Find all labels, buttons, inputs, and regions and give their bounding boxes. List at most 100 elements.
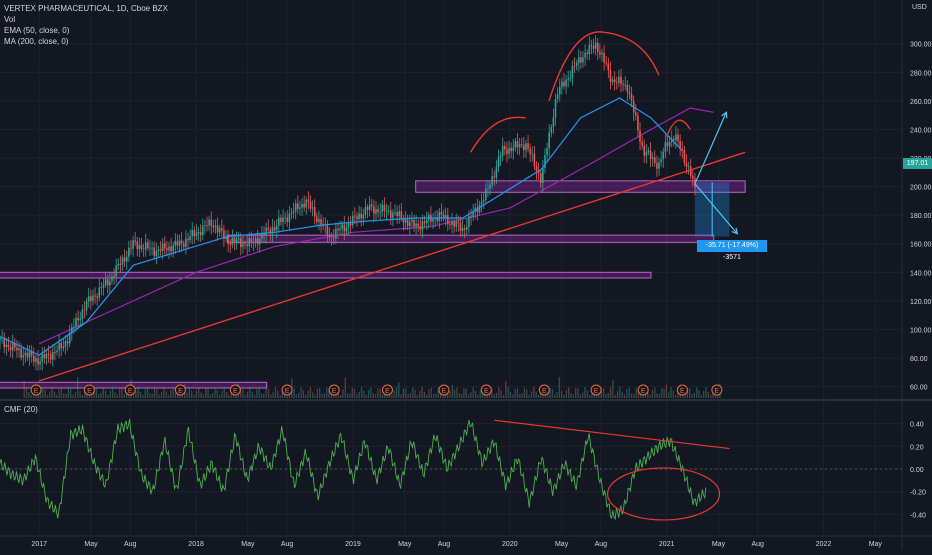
candle-body: [294, 203, 297, 212]
candle-body: [326, 225, 329, 237]
support-trendline: [39, 151, 746, 382]
volume-bar: [367, 389, 370, 398]
candle-body: [239, 238, 242, 248]
candle-body: [685, 162, 688, 167]
volume-bar: [63, 393, 65, 398]
volume-bar: [323, 393, 326, 398]
candle-body: [510, 147, 512, 152]
legend-ma[interactable]: MA (200, close, 0): [4, 37, 69, 46]
volume-bar: [584, 387, 586, 398]
volume-bar: [370, 387, 372, 398]
volume-bar: [516, 387, 519, 398]
time-tick-label: May: [84, 541, 98, 548]
candle-body: [299, 207, 301, 209]
candle-body: [155, 250, 158, 256]
volume-bar: [158, 394, 160, 398]
candle-body: [565, 79, 567, 87]
price-tick-label: 120.00: [910, 299, 932, 306]
volume-bar: [242, 389, 244, 398]
volume-bar: [93, 388, 95, 398]
volume-bar: [216, 389, 218, 398]
time-tick-label: 2019: [345, 541, 361, 548]
candle-body: [170, 246, 172, 252]
candle-body: [584, 52, 586, 58]
volume-bar: [374, 394, 377, 398]
volume-bar: [46, 394, 49, 398]
earnings-marker: [676, 384, 688, 396]
candle-body: [275, 225, 278, 231]
candle-body: [49, 354, 52, 360]
candle-body: [39, 361, 41, 365]
candle-body: [387, 210, 390, 212]
volume-bar: [442, 394, 444, 398]
candle-body: [271, 227, 274, 234]
time-tick-label: Aug: [438, 541, 451, 548]
earnings-marker-label: E: [285, 388, 290, 395]
candle-body: [394, 212, 396, 214]
cmf-legend[interactable]: CMF (20): [4, 405, 38, 414]
volume-bar: [577, 388, 579, 398]
volume-bar: [174, 393, 177, 398]
legend-ema[interactable]: EMA (50, close, 0): [4, 26, 70, 35]
candle-body: [214, 225, 217, 228]
candle-body: [235, 239, 238, 243]
volume-bar: [37, 393, 39, 398]
candle-body: [417, 223, 420, 227]
cmf-trendline: [494, 419, 730, 450]
candle-body: [364, 207, 367, 215]
volume-bar: [246, 391, 249, 398]
candle-body: [520, 144, 523, 146]
volume-bar: [530, 391, 533, 398]
candle-body: [263, 233, 265, 236]
candle-body: [303, 203, 305, 208]
candle-body: [290, 212, 293, 214]
volume-bar: [84, 390, 86, 398]
candle-body: [159, 249, 162, 251]
volume-bar: [402, 388, 405, 398]
volume-bar: [565, 389, 567, 398]
candle-body: [106, 279, 109, 286]
candle-body: [683, 150, 686, 163]
volume-bar: [72, 394, 74, 398]
volume-bar: [591, 390, 593, 398]
volume-bar: [598, 394, 600, 398]
candle-body: [408, 222, 411, 227]
candle-body: [280, 217, 282, 223]
legend-title[interactable]: VERTEX PHARMACEUTICAL, 1D, Cboe BZX: [4, 4, 168, 13]
candle-body: [472, 211, 474, 217]
volume-bar: [44, 389, 46, 398]
volume-bar: [209, 394, 211, 398]
volume-bar: [658, 394, 661, 398]
earnings-marker: [124, 384, 136, 396]
candle-body: [666, 142, 669, 147]
candle-body: [687, 166, 690, 168]
candle-body: [254, 238, 257, 243]
legend-vol[interactable]: Vol: [4, 15, 16, 24]
volume-bar: [419, 391, 421, 398]
volume-bar: [500, 390, 502, 398]
volume-bar: [195, 390, 198, 398]
volume-bar: [223, 387, 225, 398]
time-tick-label: May: [555, 541, 569, 548]
candle-body: [607, 63, 610, 71]
candle-body: [273, 227, 276, 231]
price-tick-label: 180.00: [910, 213, 932, 220]
candle-body: [630, 93, 633, 102]
earnings-marker: [480, 384, 492, 396]
candle-body: [60, 342, 63, 349]
candle-body: [662, 151, 665, 160]
candle-body: [256, 238, 259, 245]
candle-body: [261, 233, 263, 239]
candle-body: [297, 203, 299, 209]
volume-bar: [684, 394, 686, 398]
arrow-head: [721, 111, 728, 119]
earnings-marker-label: E: [332, 388, 337, 395]
volume-bar: [28, 392, 30, 398]
volume-bar: [670, 387, 672, 398]
candle-body: [438, 211, 441, 222]
candle-body: [497, 157, 500, 168]
candle-body: [5, 344, 8, 348]
volume-bar: [633, 393, 635, 398]
